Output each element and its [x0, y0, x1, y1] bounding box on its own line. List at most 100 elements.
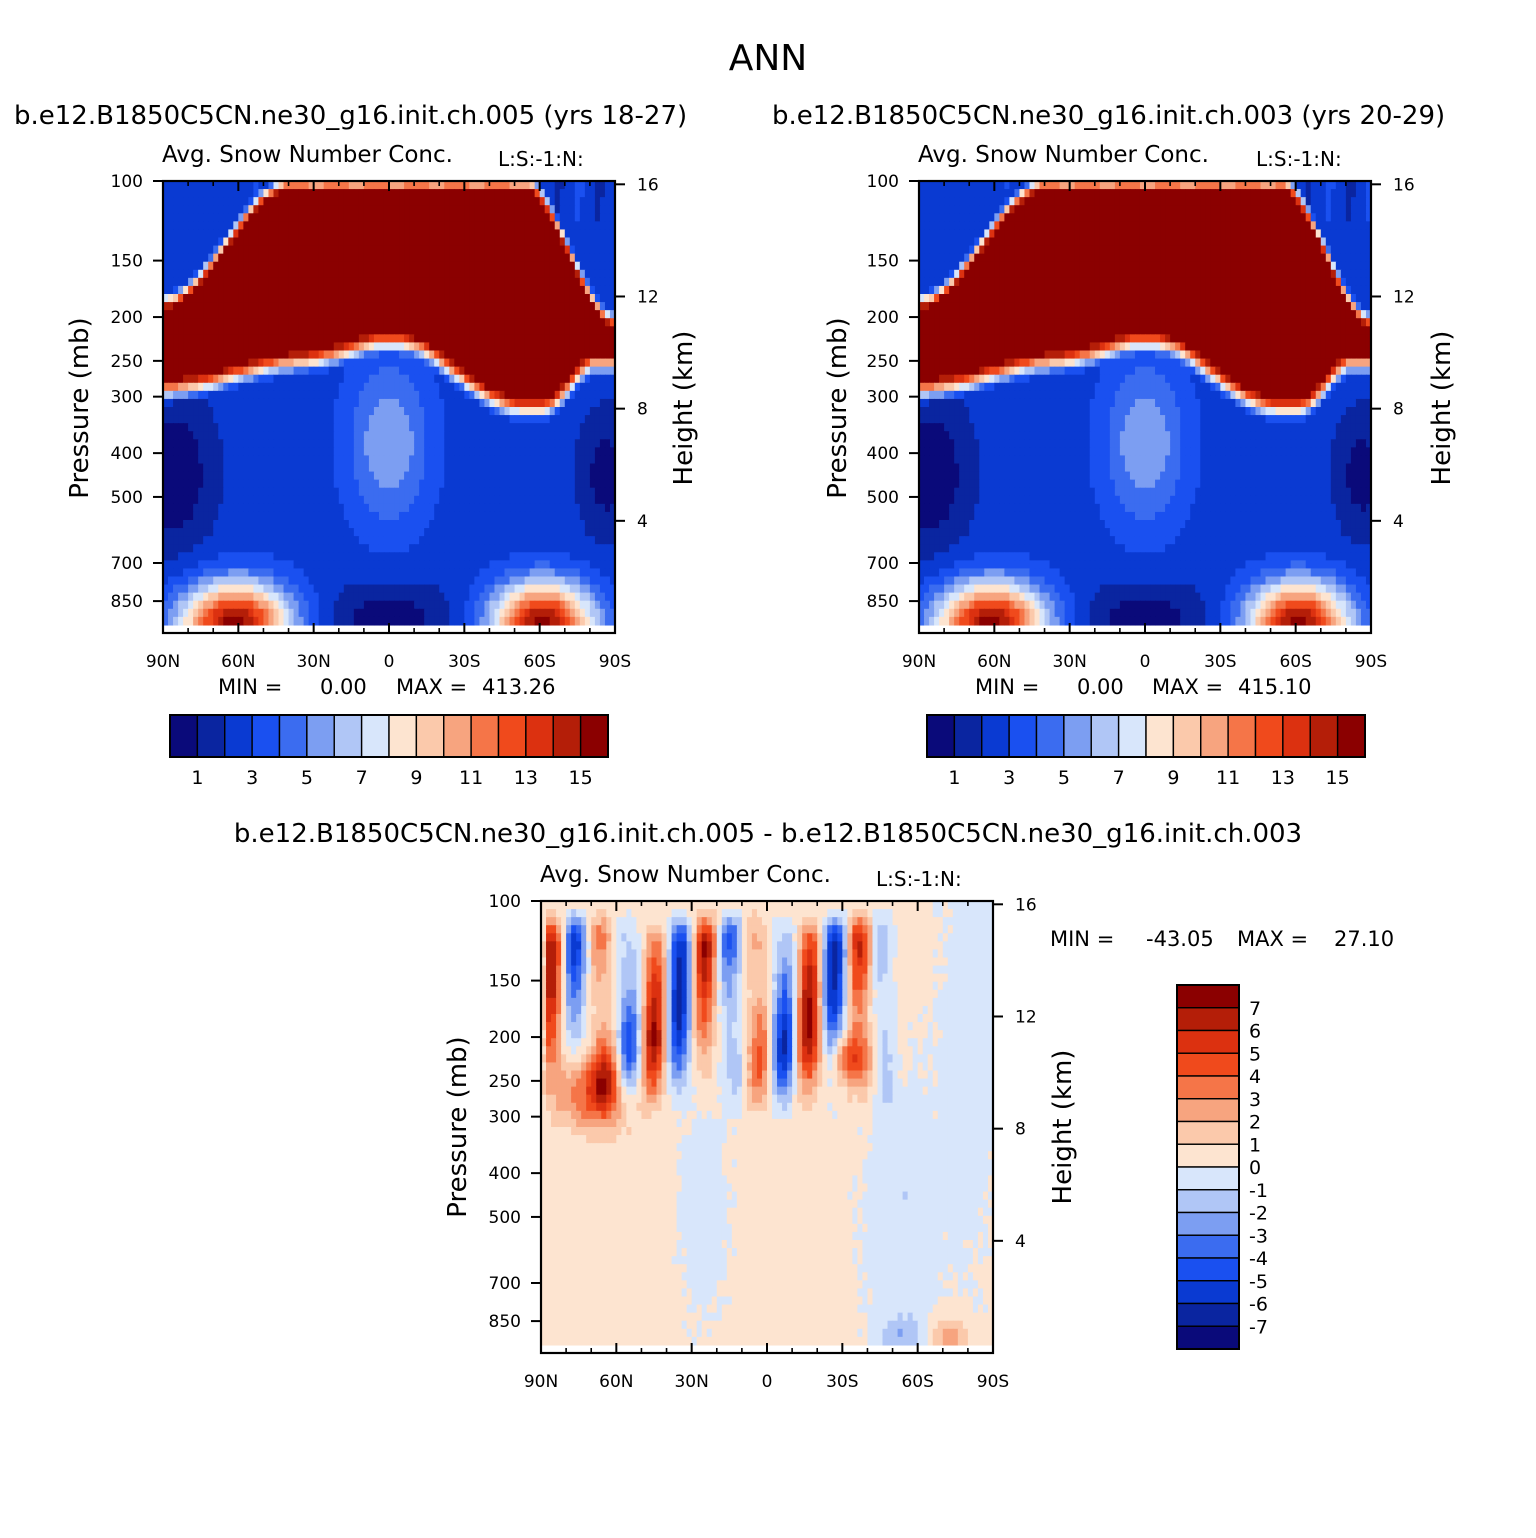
contour-cell: [343, 229, 350, 239]
contour-cell: [383, 431, 390, 440]
contour-cell: [253, 552, 260, 561]
contour-cell: [303, 528, 310, 537]
contour-cell: [554, 511, 561, 521]
contour-cell: [559, 584, 566, 594]
contour-cell: [313, 269, 320, 279]
contour-cell: [424, 229, 430, 239]
contour-cell: [424, 269, 430, 279]
contour-cell: [293, 455, 300, 465]
contour-cell: [454, 205, 460, 214]
contour-cell: [464, 544, 470, 553]
contour-cell: [479, 350, 486, 360]
contour-cell: [248, 245, 254, 255]
contour-cell: [404, 520, 410, 529]
contour-cell: [253, 326, 260, 335]
contour-cell: [178, 592, 184, 602]
contour-cell: [213, 487, 219, 497]
contour-cell: [394, 237, 400, 247]
contour-cell: [439, 237, 445, 247]
contour-cell: [333, 229, 340, 239]
contour-cell: [298, 302, 305, 311]
contour-cell: [338, 584, 345, 594]
contour-cell: [193, 221, 199, 231]
contour-cell: [604, 479, 611, 489]
contour-cell: [564, 431, 571, 440]
contour-cell: [183, 245, 189, 255]
contour-cell: [444, 390, 450, 400]
contour-cell: [283, 181, 290, 190]
contour-cell: [338, 520, 345, 529]
contour-cell: [509, 536, 516, 545]
contour-cell: [353, 374, 360, 384]
contour-cell: [308, 487, 315, 497]
contour-cell: [353, 608, 360, 618]
contour-cell: [404, 197, 410, 206]
contour-cell: [233, 350, 239, 360]
contour-cell: [238, 342, 244, 352]
contour-cell: [203, 608, 209, 618]
contour-cell: [253, 310, 260, 319]
contour-cell: [353, 382, 360, 392]
contour-cell: [273, 285, 280, 295]
contour-cell: [368, 398, 375, 408]
contour-cell: [348, 495, 355, 505]
contour-cell: [504, 608, 511, 618]
contour-cell: [504, 197, 511, 206]
contour-cell: [504, 350, 511, 360]
contour-cell: [569, 536, 576, 545]
contour-cell: [554, 584, 561, 594]
contour-cell: [439, 552, 445, 561]
contour-cell: [253, 439, 260, 448]
contour-cell: [399, 552, 405, 561]
contour-cell: [499, 487, 506, 497]
contour-cell: [293, 189, 300, 198]
contour-cell: [509, 213, 516, 222]
contour-cell: [559, 197, 566, 206]
contour-cell: [233, 342, 239, 352]
contour-cell: [213, 423, 219, 432]
contour-cell: [183, 528, 189, 537]
contour-cell: [273, 334, 280, 344]
contour-cell: [454, 479, 460, 489]
contour-cell: [243, 197, 249, 206]
contour-cell: [564, 503, 571, 513]
contour-cell: [383, 398, 390, 408]
contour-cell: [343, 390, 350, 400]
contour-cell: [173, 447, 179, 457]
contour-cell: [343, 415, 350, 424]
contour-cell: [589, 528, 596, 537]
contour-cell: [283, 390, 290, 400]
contour-cell: [313, 423, 320, 432]
contour-cell: [163, 277, 169, 287]
contour-cell: [198, 592, 204, 602]
contour-cell: [604, 600, 611, 610]
contour-cell: [529, 221, 536, 231]
contour-cell: [198, 447, 204, 457]
contour-cell: [399, 229, 405, 239]
contour-cell: [353, 487, 360, 497]
contour-cell: [484, 221, 491, 231]
contour-cell: [323, 229, 330, 239]
contour-cell: [163, 495, 169, 505]
contour-cell: [484, 455, 491, 465]
contour-cell: [544, 592, 551, 602]
contour-cell: [358, 261, 365, 271]
contour-cell: [409, 552, 415, 561]
contour-cell: [293, 302, 300, 311]
contour-cell: [549, 237, 556, 247]
contour-cell: [494, 560, 501, 570]
contour-cell: [343, 261, 350, 271]
contour-cell: [343, 568, 350, 578]
contour-cell: [268, 366, 275, 376]
contour-cell: [358, 197, 365, 206]
contour-cell: [529, 407, 536, 416]
contour-cell: [338, 503, 345, 513]
contour-cell: [574, 197, 581, 206]
contour-cell: [233, 463, 239, 473]
contour-cell: [313, 600, 320, 610]
contour-cell: [188, 181, 194, 190]
contour-cell: [313, 302, 320, 311]
contour-cell: [288, 544, 295, 553]
contour-cell: [363, 342, 370, 352]
contour-cell: [378, 213, 385, 222]
